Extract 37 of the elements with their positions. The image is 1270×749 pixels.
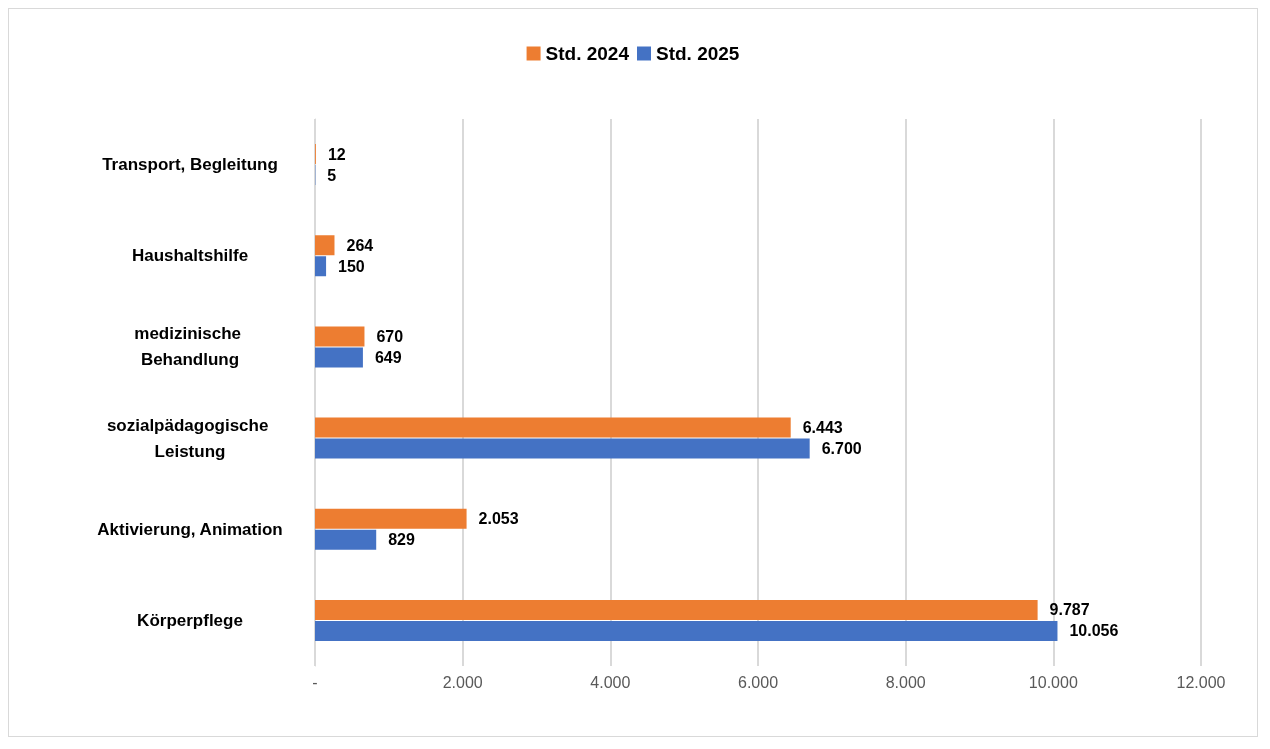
bar xyxy=(315,256,327,277)
y-tick-label: medizinische Behandlung xyxy=(134,324,246,370)
data-label: 10.056 xyxy=(1069,622,1119,640)
data-label: 9.787 xyxy=(1049,601,1090,619)
data-label: 2.053 xyxy=(478,510,519,528)
data-label: 670 xyxy=(376,327,404,345)
x-tick-label: 8.000 xyxy=(885,673,926,691)
bar xyxy=(315,326,365,347)
x-tick-label: 4.000 xyxy=(590,673,631,691)
data-label: 150 xyxy=(338,257,365,275)
bar xyxy=(315,417,791,438)
data-label: 264 xyxy=(346,236,374,254)
bar xyxy=(315,347,363,368)
data-label: 829 xyxy=(388,531,415,549)
legend-label: Std. 2024 xyxy=(545,43,630,64)
bar xyxy=(315,529,377,550)
y-tick-label: Haushaltshilfe xyxy=(131,246,249,266)
x-tick-label: 10.000 xyxy=(1028,673,1078,691)
x-tick-label: 2.000 xyxy=(442,673,483,691)
y-tick-label: Transport, Begleitung xyxy=(102,155,278,175)
bar xyxy=(315,599,1038,620)
y-tick-label: sozialpädagogische Leistung xyxy=(106,415,274,461)
bar xyxy=(315,620,1058,641)
bar xyxy=(315,235,335,256)
legend-label: Std. 2025 xyxy=(656,43,740,64)
y-tick-label: Körperpflege xyxy=(137,610,243,630)
data-label: 649 xyxy=(374,348,402,366)
y-tick-label: Aktivierung, Animation xyxy=(97,519,283,539)
data-label: 5 xyxy=(327,166,337,184)
data-label: 6.443 xyxy=(802,419,843,437)
data-label: 12 xyxy=(327,145,346,163)
x-tick-label: 6.000 xyxy=(737,673,779,691)
data-label: 6.700 xyxy=(821,440,862,458)
x-tick-label: - xyxy=(312,673,318,691)
bar xyxy=(315,438,810,459)
x-tick-label: 12.000 xyxy=(1176,673,1226,691)
bar xyxy=(315,508,467,529)
